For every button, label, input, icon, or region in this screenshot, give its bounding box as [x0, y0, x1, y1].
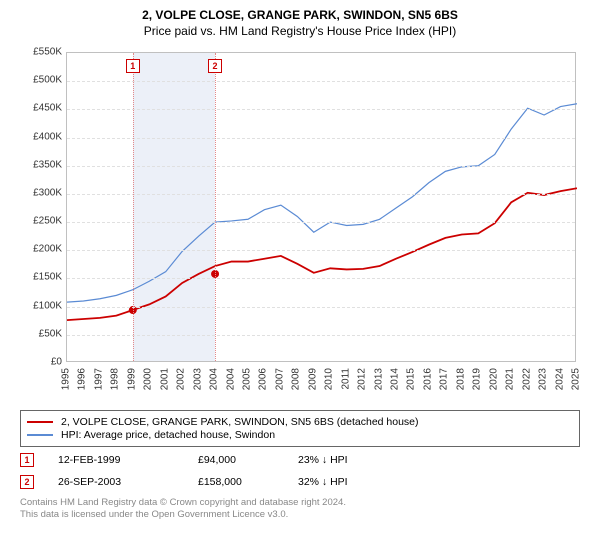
events-table: 1 12-FEB-1999£94,00023% ↓ HPI 2 26-SEP-2003…: [20, 453, 580, 489]
x-tick: 2013: [373, 368, 384, 390]
event-delta: 23% ↓ HPI: [298, 454, 398, 466]
legend-swatch: [27, 421, 53, 423]
y-tick: £150K: [33, 272, 62, 283]
legend-row: HPI: Average price, detached house, Swin…: [27, 429, 573, 441]
x-tick: 2023: [538, 368, 549, 390]
legend-swatch: [27, 434, 53, 436]
x-tick: 2004: [209, 368, 220, 390]
legend: 2, VOLPE CLOSE, GRANGE PARK, SWINDON, SN…: [20, 410, 580, 447]
x-tick: 2019: [472, 368, 483, 390]
event-date: 12-FEB-1999: [58, 454, 198, 466]
x-tick: 2014: [390, 368, 401, 390]
event-marker: 1: [126, 59, 140, 73]
x-tick: 2006: [258, 368, 269, 390]
y-tick: £350K: [33, 159, 62, 170]
x-tick: 2011: [340, 368, 351, 390]
x-tick: 2024: [554, 368, 565, 390]
event-price: £94,000: [198, 454, 298, 466]
event-delta: 32% ↓ HPI: [298, 476, 398, 488]
x-tick: 2003: [192, 368, 203, 390]
x-tick: 2009: [307, 368, 318, 390]
x-tick: 2021: [505, 368, 516, 390]
y-tick: £0: [51, 357, 62, 368]
x-tick: 2004: [225, 368, 236, 390]
event-id-box: 1: [20, 453, 34, 467]
y-tick: £100K: [33, 300, 62, 311]
event-row: 2 26-SEP-2003£158,00032% ↓ HPI: [20, 475, 580, 489]
series-line: [67, 104, 577, 302]
event-vline: [215, 53, 216, 361]
y-tick: £400K: [33, 131, 62, 142]
y-tick: £200K: [33, 244, 62, 255]
footer-line2: This data is licensed under the Open Gov…: [20, 509, 580, 521]
x-tick: 2005: [241, 368, 252, 390]
x-tick: 1998: [110, 368, 121, 390]
event-marker: 2: [208, 59, 222, 73]
legend-label: 2, VOLPE CLOSE, GRANGE PARK, SWINDON, SN…: [61, 416, 419, 428]
x-tick: 2016: [422, 368, 433, 390]
chart-title-sub: Price paid vs. HM Land Registry's House …: [10, 24, 590, 38]
y-tick: £550K: [33, 47, 62, 58]
event-vline: [133, 53, 134, 361]
gridline: [67, 250, 575, 251]
x-tick: 2017: [439, 368, 450, 390]
gridline: [67, 335, 575, 336]
x-tick: 2025: [571, 368, 582, 390]
gridline: [67, 194, 575, 195]
x-axis: 1995199619971998199920002001200220032004…: [66, 364, 576, 408]
event-date: 26-SEP-2003: [58, 476, 198, 488]
x-tick: 1997: [93, 368, 104, 390]
legend-label: HPI: Average price, detached house, Swin…: [61, 429, 275, 441]
legend-row: 2, VOLPE CLOSE, GRANGE PARK, SWINDON, SN…: [27, 416, 573, 428]
x-tick: 2001: [159, 368, 170, 390]
y-tick: £300K: [33, 187, 62, 198]
gridline: [67, 109, 575, 110]
event-price: £158,000: [198, 476, 298, 488]
x-tick: 1996: [77, 368, 88, 390]
x-tick: 2022: [521, 368, 532, 390]
y-tick: £250K: [33, 216, 62, 227]
x-tick: 2008: [291, 368, 302, 390]
x-tick: 2010: [324, 368, 335, 390]
gridline: [67, 81, 575, 82]
x-tick: 2018: [455, 368, 466, 390]
x-tick: 1995: [61, 368, 72, 390]
x-tick: 2015: [406, 368, 417, 390]
chart: £0 £50K £100K £150K £200K £250K £300K £350K £400…: [20, 48, 580, 408]
footer: Contains HM Land Registry data © Crown c…: [20, 497, 580, 522]
gridline: [67, 222, 575, 223]
y-axis: £0£50K£100K£150K£200K£250K£300K£350K£400…: [20, 52, 64, 362]
series-line: [67, 188, 577, 320]
y-tick: £450K: [33, 103, 62, 114]
y-tick: £50K: [39, 328, 62, 339]
x-tick: 2007: [274, 368, 285, 390]
x-tick: 2000: [143, 368, 154, 390]
plot-area: 12: [66, 52, 576, 362]
x-tick: 2002: [176, 368, 187, 390]
x-tick: 1999: [126, 368, 137, 390]
x-tick: 2012: [357, 368, 368, 390]
x-tick: 2020: [488, 368, 499, 390]
chart-title-address: 2, VOLPE CLOSE, GRANGE PARK, SWINDON, SN…: [10, 8, 590, 22]
y-tick: £500K: [33, 75, 62, 86]
gridline: [67, 138, 575, 139]
event-row: 1 12-FEB-1999£94,00023% ↓ HPI: [20, 453, 580, 467]
gridline: [67, 278, 575, 279]
gridline: [67, 166, 575, 167]
chart-svg: [67, 53, 577, 363]
gridline: [67, 307, 575, 308]
footer-line1: Contains HM Land Registry data © Crown c…: [20, 497, 580, 509]
event-id-box: 2: [20, 475, 34, 489]
